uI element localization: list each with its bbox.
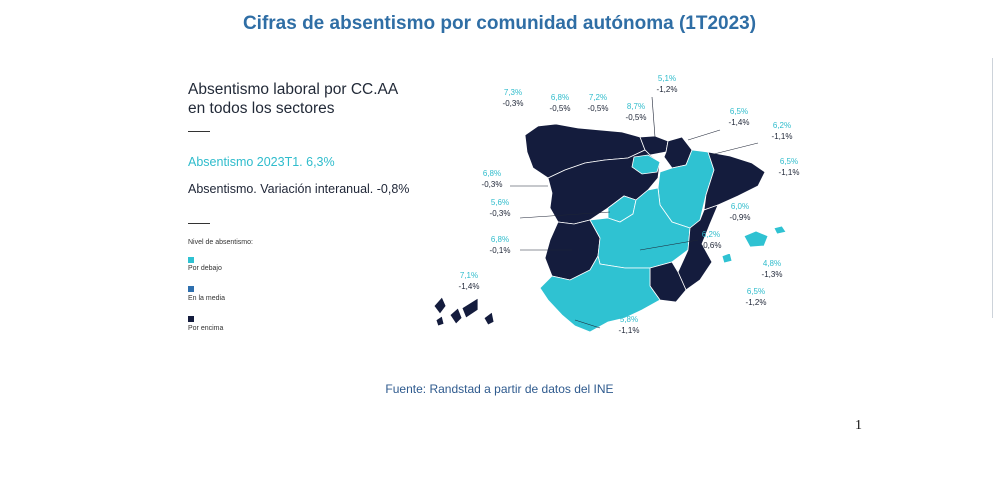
region-cataluna (703, 151, 766, 211)
label-murcia: 6,5% -1,2% (745, 287, 767, 307)
legend-title: Nivel de absentismo: (188, 239, 253, 246)
region-canarias-1 (433, 296, 447, 315)
label-asturias: 6,8% -0,5% (549, 93, 571, 113)
region-comunidad-valenciana (677, 204, 719, 291)
region-andalucia (539, 254, 661, 333)
label-la-rioja: 6,5% -1,4% (728, 107, 750, 127)
label-madrid: 5,6% -0,3% (489, 198, 511, 218)
label-canarias: 7,1% -1,4% (458, 271, 480, 291)
region-baleares-ibiza (721, 252, 733, 264)
absentismo-stat: Absentismo 2023T1. 6,3% (188, 155, 335, 169)
label-cantabria: 7,2% -0,5% (587, 93, 609, 113)
region-canarias-5 (483, 311, 495, 326)
label-cataluna: 6,5% -1,1% (778, 157, 800, 177)
region-canarias-3 (449, 307, 463, 325)
variacion-stat: Absentismo. Variación interanual. -0,8% (188, 182, 410, 196)
label-extremadura: 6,8% -0,1% (489, 235, 511, 255)
label-castilla-y-leon: 6,8% -0,3% (481, 169, 503, 189)
legend-swatch-above (188, 316, 194, 322)
source-note: Fuente: Randstad a partir de datos del I… (385, 382, 614, 396)
region-canarias-2 (435, 315, 445, 327)
label-navarra: 5,1% -1,2% (656, 74, 678, 94)
right-divider (992, 58, 993, 318)
label-baleares: 4,8% -1,3% (761, 259, 783, 279)
panel-title-line-1: Absentismo laboral por CC.AA (188, 81, 399, 98)
legend-label-above: Por encima (188, 325, 224, 332)
label-galicia: 7,3% -0,3% (502, 88, 524, 108)
region-baleares-menorca (773, 225, 787, 235)
panel-title-line-2: en todos los sectores (188, 100, 335, 117)
region-canarias-4 (461, 297, 479, 319)
label-comunidad-valenciana: 6,0% -0,9% (729, 202, 751, 222)
leader-lines (510, 96, 759, 329)
legend-label-average: En la media (188, 295, 225, 302)
legend-swatch-below (188, 257, 194, 263)
slide-title: Cifras de absentismo por comunidad autón… (242, 13, 757, 34)
divider-rule (188, 223, 210, 224)
region-la-rioja (631, 154, 661, 175)
label-pais-vasco: 8,7% -0,5% (625, 102, 647, 122)
label-castilla-la-mancha: 6,2% -0,6% (700, 230, 722, 250)
label-aragon: 6,2% -1,1% (771, 121, 793, 141)
legend-label-below: Por debajo (188, 265, 222, 272)
page-number: 1 (855, 418, 862, 433)
panel-title: Absentismo laboral por CC.AA en todos lo… (188, 80, 398, 118)
legend-swatch-average (188, 286, 194, 292)
region-baleares-mallorca (743, 230, 769, 248)
divider-rule (188, 131, 210, 132)
label-andalucia: 5,8% -1,1% (618, 315, 640, 335)
